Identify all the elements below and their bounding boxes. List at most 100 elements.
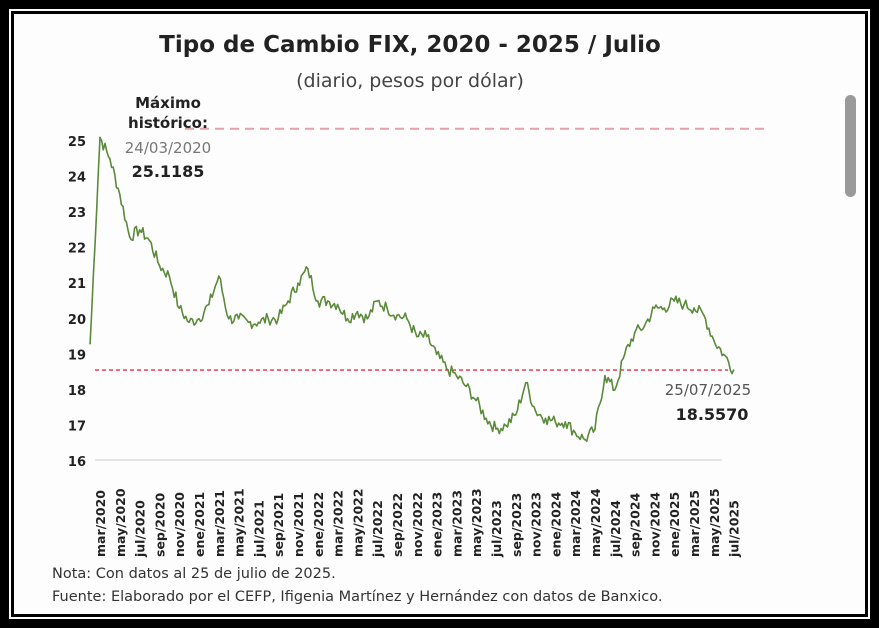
x-tick-label: may/2020: [113, 488, 128, 557]
x-tick-label: ene/2023: [430, 492, 445, 557]
y-tick-label: 23: [68, 206, 86, 221]
x-tick-label: mar/2021: [212, 490, 227, 557]
data-point: [356, 310, 359, 313]
y-tick-label: 17: [68, 419, 86, 434]
y-tick-label: 25: [68, 135, 86, 150]
data-point: [515, 413, 517, 416]
last-date: 25/07/2025: [665, 381, 751, 399]
data-point: [435, 353, 438, 356]
x-tick-label: ene/2024: [548, 491, 563, 557]
data-point: [119, 193, 121, 196]
data-point: [267, 317, 270, 320]
data-point: [138, 229, 141, 231]
data-point: [247, 321, 250, 324]
data-point: [376, 300, 379, 302]
data-point: [495, 428, 497, 430]
x-tick-label: may/2023: [469, 488, 484, 557]
data-point: [406, 317, 408, 320]
data-point: [416, 335, 418, 338]
data-point: [623, 353, 626, 356]
data-point: [703, 314, 705, 317]
data-point: [663, 307, 666, 309]
y-tick-label: 18: [68, 384, 86, 399]
max-label: histórico:: [128, 114, 208, 132]
data-point: [257, 321, 260, 324]
x-tick-label: ene/2022: [311, 492, 326, 557]
data-point: [633, 332, 636, 334]
data-point: [188, 321, 190, 324]
data-point: [277, 317, 280, 320]
x-tick-label: mar/2022: [331, 490, 346, 557]
x-tick-label: mar/2023: [449, 490, 464, 557]
y-tick-label: 16: [68, 455, 86, 470]
data-point: [425, 335, 428, 338]
data-point: [594, 428, 596, 430]
data-point: [653, 307, 656, 309]
data-point: [237, 317, 240, 320]
x-tick-label: sep/2024: [628, 492, 643, 557]
inner-frame: [11, 11, 868, 617]
chart-subtitle: (diario, pesos por dólar): [296, 70, 524, 92]
data-point: [326, 300, 329, 302]
x-tick-label: nov/2022: [410, 492, 425, 557]
data-point: [227, 317, 230, 320]
chart-title: Tipo de Cambio FIX, 2020 - 2025 / Julio: [159, 32, 661, 58]
data-point: [336, 303, 339, 306]
x-tick-label: sep/2021: [271, 493, 286, 557]
x-tick-label: mar/2024: [568, 490, 583, 557]
data-point: [574, 431, 576, 434]
y-tick-label: 22: [68, 242, 86, 257]
data-point: [524, 381, 527, 384]
data-point: [208, 303, 210, 306]
x-tick-label: jul/2022: [370, 500, 385, 558]
data-point: [673, 300, 675, 302]
note-text: Nota: Con datos al 25 de julio de 2025.: [52, 566, 336, 582]
x-tick-label: nov/2021: [291, 492, 306, 557]
data-point: [297, 282, 299, 285]
source-text: Fuente: Elaborado por el CEFP, Ifigenia …: [52, 589, 663, 605]
x-tick-label: nov/2020: [172, 492, 187, 557]
y-tick-label: 21: [68, 277, 86, 292]
x-tick-label: mar/2025: [687, 490, 702, 557]
outer-frame: [9, 9, 870, 619]
data-point: [445, 367, 448, 370]
last-value: 18.5570: [676, 405, 749, 424]
data-point: [544, 417, 547, 420]
x-tick-label: sep/2022: [390, 493, 405, 557]
data-point: [89, 342, 91, 345]
data-point: [485, 417, 487, 420]
data-point: [465, 385, 468, 388]
x-tick-label: jul/2021: [251, 500, 266, 558]
data-point: [287, 300, 289, 302]
data-point: [534, 410, 537, 413]
x-tick-label: may/2024: [588, 488, 603, 557]
y-tick-label: 24: [68, 171, 86, 186]
x-tick-label: may/2021: [232, 488, 247, 557]
x-tick-label: may/2025: [707, 488, 722, 557]
data-point: [99, 136, 101, 139]
data-point: [683, 303, 685, 306]
data-point: [584, 438, 586, 441]
data-point: [386, 307, 388, 309]
data-point: [396, 314, 398, 317]
x-tick-label: ene/2021: [192, 492, 207, 557]
data-point: [218, 275, 220, 277]
x-tick-label: nov/2024: [647, 492, 662, 557]
data-point: [614, 389, 616, 391]
x-tick-label: sep/2020: [152, 492, 167, 557]
data-point: [643, 325, 646, 327]
data-point: [475, 399, 478, 402]
x-tick-label: sep/2023: [509, 493, 524, 557]
x-tick-label: jul/2023: [489, 500, 504, 558]
x-tick-label: nov/2023: [529, 492, 544, 557]
x-tick-label: may/2022: [350, 488, 365, 557]
data-point: [148, 239, 151, 242]
scrollbar-thumb[interactable]: [845, 95, 856, 197]
x-tick-label: mar/2020: [93, 490, 108, 557]
y-tick-label: 20: [68, 313, 86, 328]
x-tick-label: jul/2025: [727, 500, 742, 558]
data-point: [198, 317, 200, 320]
max-value: 25.1185: [132, 162, 205, 181]
data-point: [307, 268, 309, 270]
